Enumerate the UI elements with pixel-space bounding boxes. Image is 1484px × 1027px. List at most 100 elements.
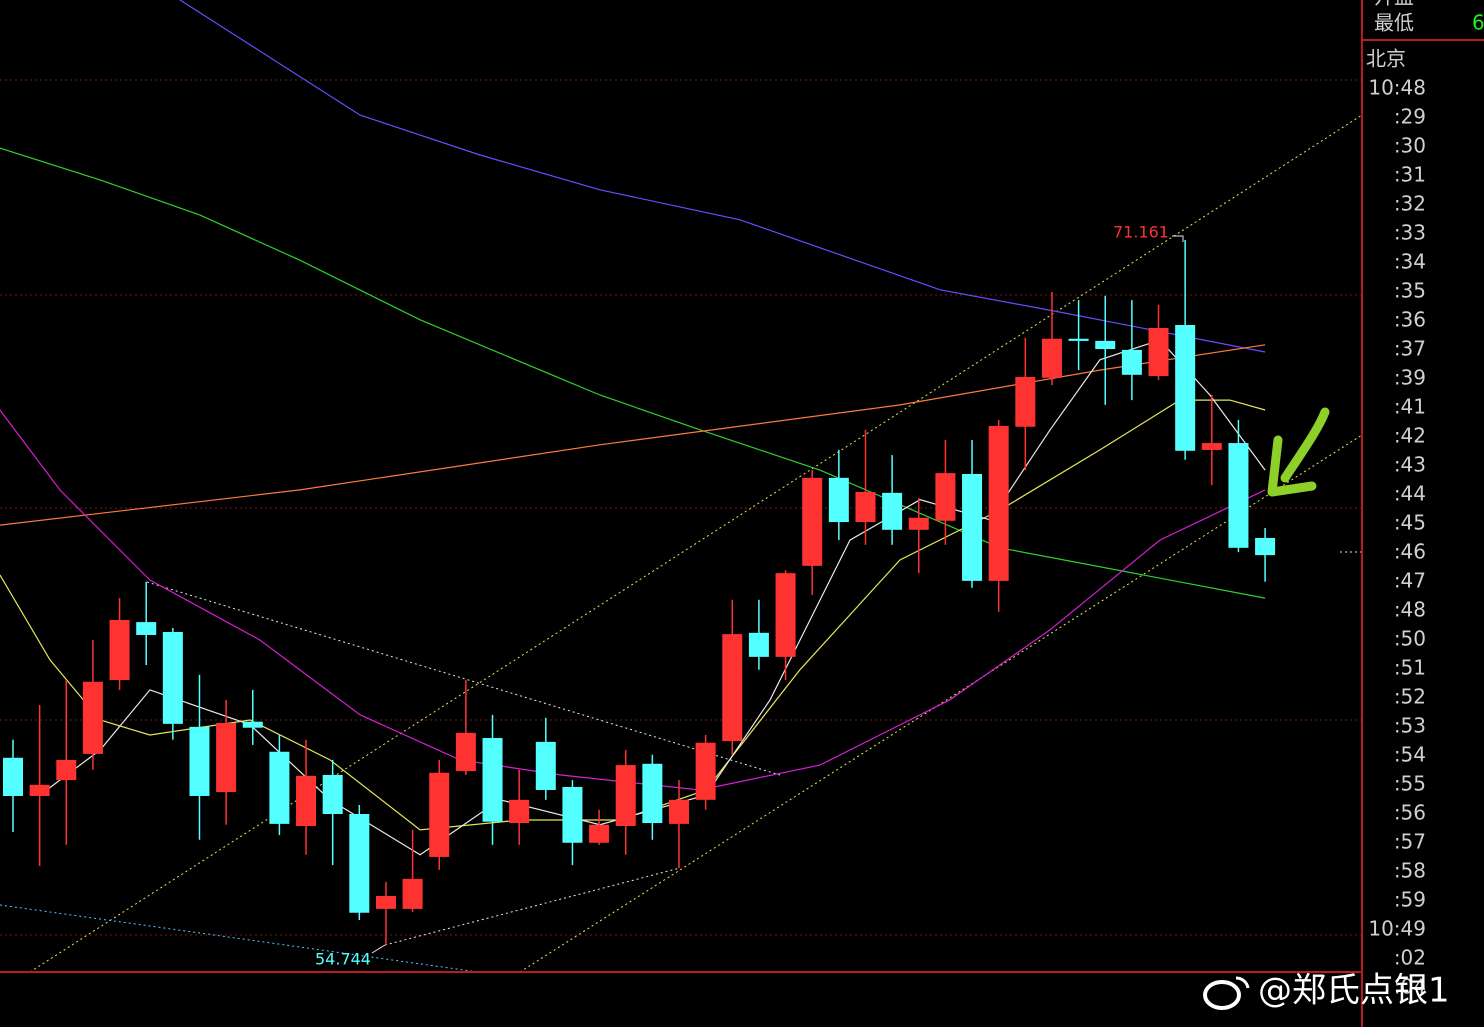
candles [3, 239, 1276, 945]
candle-body [802, 477, 823, 566]
candle-body [136, 622, 157, 635]
highlight-arrow [1267, 407, 1330, 497]
candle-body [429, 772, 450, 857]
time-label: :59 [1394, 888, 1426, 912]
candle-body [775, 573, 796, 657]
time-label: 10:49 [1368, 917, 1426, 941]
time-label: :50 [1394, 627, 1426, 651]
time-label: :30 [1394, 134, 1426, 158]
candle-body [1041, 338, 1062, 378]
candle-body [402, 878, 423, 909]
time-list: 10:48:29:30:31:32:33:34:35:36:37:39:41:4… [1368, 76, 1426, 999]
candle-body [1255, 537, 1276, 556]
candle-body [589, 824, 610, 843]
time-label: :31 [1394, 163, 1426, 187]
candle-body [1201, 443, 1222, 450]
header-label: 开盘 [1374, 0, 1414, 9]
candle-body [375, 896, 396, 909]
time-label: :32 [1394, 192, 1426, 216]
time-label: :44 [1394, 482, 1426, 506]
trendline [29, 114, 1363, 973]
trendline [146, 581, 781, 776]
time-label: :53 [1394, 714, 1426, 738]
watermark: @郑氏点银1 [1258, 971, 1450, 1011]
candle-body [322, 774, 343, 815]
candle-body [296, 775, 317, 827]
time-label: :33 [1394, 221, 1426, 245]
candle-body [962, 473, 983, 581]
candle-body [82, 681, 103, 754]
time-label: :29 [1394, 105, 1426, 129]
ma-line [0, 409, 1266, 791]
candle-body [509, 799, 530, 824]
candle-body [1095, 340, 1116, 350]
candle-body [109, 619, 130, 681]
time-label: :37 [1394, 337, 1426, 361]
candle-body [56, 759, 77, 781]
candle-body [1228, 443, 1249, 548]
watermark-group: @郑氏点银1 [1203, 971, 1450, 1011]
time-label: :41 [1394, 395, 1426, 419]
candle-body [695, 742, 716, 800]
candle-body [455, 732, 476, 772]
candle-body [29, 784, 50, 796]
annotation-arrow [371, 944, 386, 954]
ma-line [0, 147, 1266, 599]
time-label: :51 [1394, 656, 1426, 680]
time-label: :55 [1394, 772, 1426, 796]
trendline [384, 867, 681, 946]
candle-body [3, 757, 23, 796]
watermark-icon [1235, 976, 1250, 989]
candle-body [269, 751, 290, 824]
time-label: :43 [1394, 453, 1426, 477]
candle-body [988, 425, 1009, 581]
candle-body [882, 492, 903, 530]
time-label: 10:48 [1368, 76, 1426, 100]
time-label: :57 [1394, 830, 1426, 854]
time-label: :48 [1394, 598, 1426, 622]
time-label: :46 [1394, 540, 1426, 564]
time-label: :52 [1394, 685, 1426, 709]
annotation-arrow [1172, 235, 1184, 242]
grid [0, 79, 1362, 936]
candle-body [935, 473, 956, 521]
trendline [519, 434, 1363, 973]
candle-body [162, 631, 183, 724]
header-value: 6 [1472, 11, 1484, 35]
time-label: :04 [1394, 975, 1426, 999]
candle-body [748, 632, 769, 657]
time-label: :34 [1394, 250, 1426, 274]
candle-body [1175, 325, 1196, 451]
time-label: :42 [1394, 424, 1426, 448]
time-label: :02 [1394, 946, 1426, 970]
candle-body [482, 738, 503, 822]
candle-body [562, 786, 583, 843]
time-label: :39 [1394, 366, 1426, 390]
time-label: :36 [1394, 308, 1426, 332]
header-label: 最低 [1374, 11, 1414, 35]
candle-body [855, 492, 876, 523]
candle-body [349, 814, 370, 913]
trendline [0, 904, 479, 973]
candle-body [828, 477, 849, 523]
candle-body [722, 634, 743, 742]
candle-body [669, 799, 689, 824]
time-label: :56 [1394, 801, 1426, 825]
trendlines [0, 114, 1363, 973]
time-label: :45 [1394, 511, 1426, 535]
time-label: :54 [1394, 743, 1426, 767]
time-label: :47 [1394, 569, 1426, 593]
ma-line [179, 0, 1266, 353]
candle-body [615, 765, 636, 827]
candle-body [908, 517, 929, 530]
candle-body [242, 721, 263, 728]
high-annotation: 71.161 [1113, 223, 1169, 242]
candle-body [535, 741, 556, 790]
candle-body [1148, 328, 1169, 377]
candle-body [189, 726, 210, 796]
candle-body [1015, 376, 1036, 427]
candle-body [1121, 349, 1142, 375]
watermark-icon [1203, 980, 1241, 1010]
candle-body [216, 722, 237, 793]
